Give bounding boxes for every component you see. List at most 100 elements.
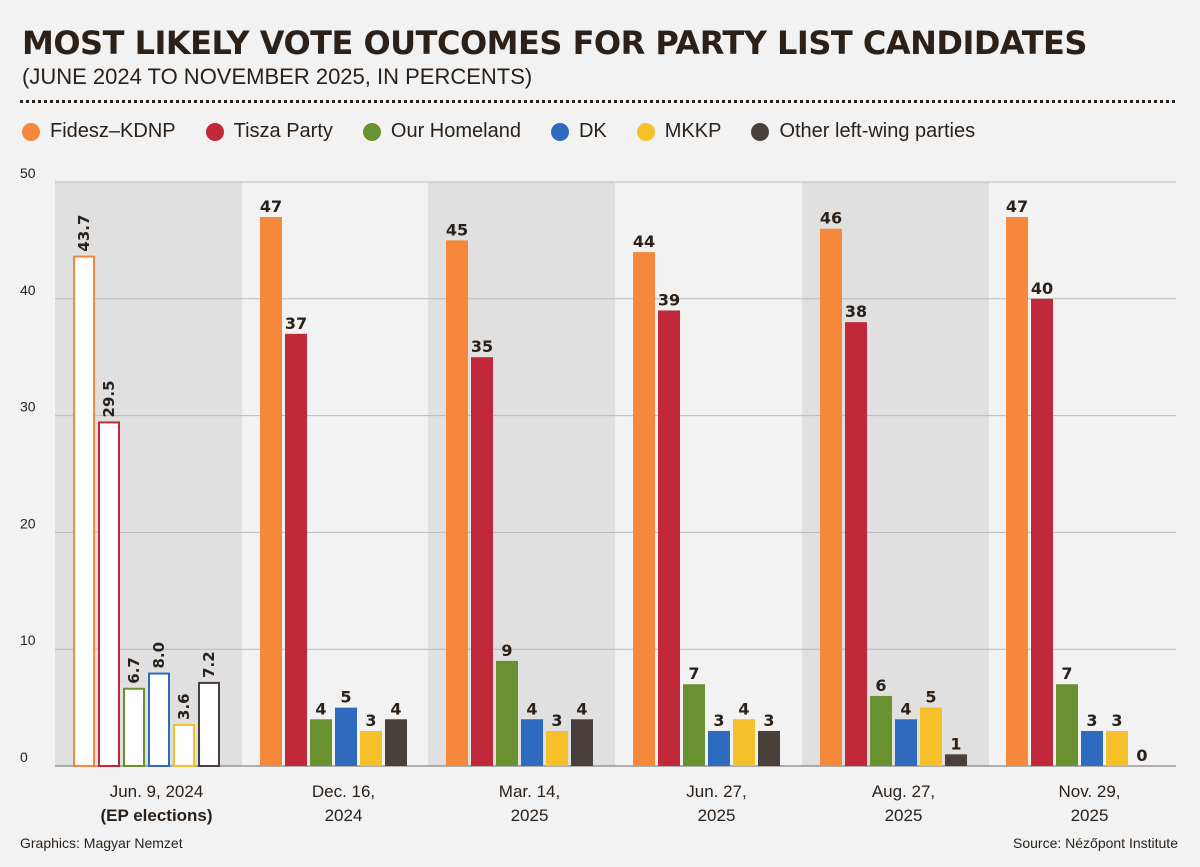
bar-value-label: 4 — [526, 699, 537, 718]
legend-item-dk: DK — [550, 120, 607, 143]
legend-item-other-left: Other left-wing parties — [751, 120, 975, 143]
legend-swatch-dk — [550, 122, 569, 141]
bar — [1056, 684, 1078, 766]
dotted-divider — [20, 100, 1175, 103]
bar — [98, 421, 120, 767]
bar-value-label: 4 — [900, 699, 911, 718]
bar-value-label: 1 — [950, 734, 961, 753]
bar-value-label: 45 — [446, 220, 468, 239]
bar — [335, 707, 357, 766]
bar — [733, 719, 755, 766]
bar — [285, 333, 307, 766]
x-category-label: 2024 — [325, 806, 363, 825]
x-category-label: Jun. 27, — [686, 782, 747, 801]
bar — [385, 719, 407, 766]
bar-value-label: 3 — [551, 711, 562, 730]
bar — [73, 255, 95, 767]
bar-value-label: 6.7 — [125, 657, 143, 684]
legend-item-our-homeland: Our Homeland — [362, 120, 521, 143]
bar-value-label: 37 — [285, 314, 307, 333]
bar — [173, 723, 195, 768]
bar-value-label: 3 — [1111, 711, 1122, 730]
bar — [521, 719, 543, 766]
y-tick-label: 40 — [20, 282, 36, 298]
bar — [198, 681, 220, 767]
bar — [310, 719, 332, 766]
bar — [658, 310, 680, 766]
bar — [446, 240, 468, 766]
bar-value-label: 4 — [390, 699, 401, 718]
x-category-label: 2025 — [885, 806, 923, 825]
bar-value-label: 46 — [820, 209, 842, 228]
source-credit: Source: Nézőpont Institute — [1013, 835, 1178, 851]
bar — [1031, 298, 1053, 766]
bar — [123, 687, 145, 768]
bar-value-label: 7.2 — [200, 651, 218, 678]
y-tick-label: 20 — [20, 515, 36, 531]
bar — [360, 730, 382, 766]
bar-value-label: 39 — [658, 290, 680, 309]
bar — [260, 217, 282, 767]
bar-value-label: 8.0 — [150, 642, 168, 669]
x-category-label: 2025 — [1071, 806, 1109, 825]
bar — [895, 719, 917, 766]
legend-swatch-fidesz — [22, 122, 40, 141]
bar-value-label: 9 — [501, 641, 512, 660]
bar-value-label: 40 — [1031, 279, 1053, 298]
bar-value-label: 3.6 — [175, 693, 193, 720]
bar-value-label: 47 — [1006, 197, 1028, 216]
legend-item-mkkp: MKKP — [636, 120, 721, 143]
y-tick-label: 30 — [20, 399, 36, 415]
bar-value-label: 6 — [875, 676, 886, 695]
bar — [148, 672, 170, 767]
x-category-label: Dec. 16, — [312, 782, 375, 801]
bar-value-label: 4 — [576, 699, 587, 718]
legend-label-other-left: Other left-wing parties — [779, 120, 976, 142]
bar-value-label: 38 — [845, 302, 867, 321]
bar-value-label: 4 — [738, 699, 749, 718]
y-tick-label: 50 — [20, 165, 36, 181]
legend-label-fidesz: Fidesz–KDNP — [50, 120, 176, 142]
bar — [633, 252, 655, 766]
x-category-label: Mar. 14, — [499, 782, 560, 801]
y-tick-label: 0 — [20, 749, 28, 765]
bar-value-label: 3 — [713, 711, 724, 730]
legend-label-our-homeland: Our Homeland — [390, 120, 521, 142]
legend-swatch-mkkp — [636, 122, 655, 141]
legend-swatch-tisza — [205, 122, 224, 141]
bar — [546, 730, 568, 766]
bar — [1081, 730, 1103, 766]
bar-value-label: 47 — [260, 197, 282, 216]
graphics-credit: Graphics: Magyar Nemzet — [20, 835, 183, 851]
x-category-label: (EP elections) — [100, 806, 212, 825]
bar-value-label: 3 — [365, 711, 376, 730]
bar-value-label: 29.5 — [100, 380, 118, 417]
x-category-label: Aug. 27, — [872, 782, 935, 801]
bar-value-label: 35 — [471, 337, 493, 356]
bar-value-label: 43.7 — [75, 215, 93, 252]
bar — [870, 695, 892, 766]
bar — [758, 730, 780, 766]
x-category-label: 2025 — [511, 806, 549, 825]
x-category-label: Jun. 9, 2024 — [110, 782, 204, 801]
x-category-label: Nov. 29, — [1058, 782, 1120, 801]
bar-value-label: 44 — [633, 232, 655, 251]
chart-title: MOST LIKELY VOTE OUTCOMES FOR PARTY LIST… — [22, 24, 1087, 62]
bar-value-label: 3 — [763, 711, 774, 730]
bar — [820, 228, 842, 767]
bar-value-label: 7 — [1061, 664, 1072, 683]
legend-item-fidesz: Fidesz–KDNP — [22, 120, 176, 143]
bar-value-label: 7 — [688, 664, 699, 683]
bar-value-label: 5 — [925, 688, 936, 707]
bar — [920, 707, 942, 766]
bar-value-label: 0 — [1136, 746, 1147, 765]
bar — [571, 719, 593, 766]
legend: Fidesz–KDNP Tisza Party Our Homeland DK … — [22, 120, 975, 143]
chart-subtitle: (JUNE 2024 TO NOVEMBER 2025, IN PERCENTS… — [22, 64, 533, 89]
bar — [708, 730, 730, 766]
legend-label-tisza: Tisza Party — [233, 120, 333, 142]
x-category-label: 2025 — [698, 806, 736, 825]
y-tick-label: 10 — [20, 632, 36, 648]
bar-value-label: 4 — [315, 699, 326, 718]
